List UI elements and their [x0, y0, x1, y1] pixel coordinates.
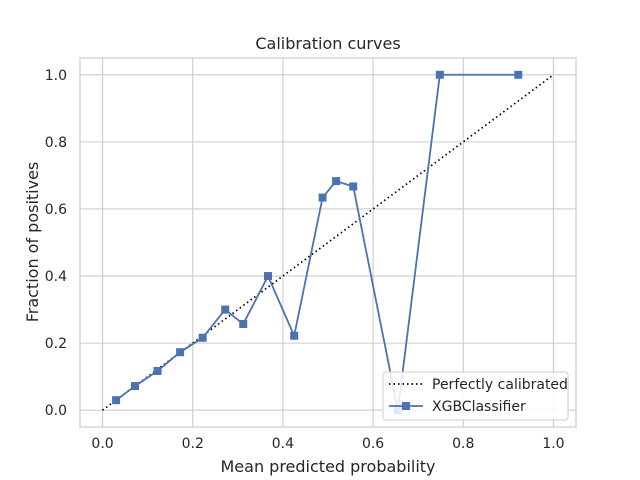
data-point-marker [318, 193, 327, 202]
legend: Perfectly calibrated XGBClassifier [382, 371, 569, 421]
y-tick-label: 1.0 [45, 68, 67, 84]
data-point-marker [514, 70, 523, 79]
legend-label-xgbclassifier: XGBClassifier [432, 399, 526, 415]
data-point-marker [176, 348, 185, 357]
data-point-marker [221, 305, 230, 314]
x-tick-label: 0.8 [452, 436, 474, 452]
data-point-marker [290, 331, 299, 340]
y-tick-label: 0.6 [45, 202, 67, 218]
y-tick-label: 0.2 [45, 336, 67, 352]
series-line-perfectly-calibrated [102, 74, 554, 411]
legend-swatch-marker [402, 402, 410, 410]
x-tick-label: 1.0 [542, 436, 564, 452]
x-axis-label: Mean predicted probability [220, 457, 435, 476]
y-tick-label: 0.8 [45, 135, 67, 151]
data-point-marker [349, 182, 358, 191]
data-point-marker [239, 320, 248, 329]
plot-frame [79, 57, 577, 428]
data-point-marker [153, 366, 162, 375]
y-tick-labels: 0.0 0.2 0.4 0.6 0.8 1.0 [45, 68, 67, 419]
x-tick-label: 0.6 [362, 436, 384, 452]
data-point-marker [198, 333, 207, 342]
x-tick-labels: 0.0 0.2 0.4 0.6 0.8 1.0 [91, 436, 564, 452]
data-point-marker [332, 177, 341, 186]
x-tick-label: 0.4 [272, 436, 294, 452]
y-tick-label: 0.4 [45, 269, 67, 285]
data-point-marker [112, 396, 121, 405]
y-axis-label: Fraction of positives [23, 162, 42, 323]
y-tick-label: 0.0 [45, 403, 67, 419]
chart-title: Calibration curves [255, 34, 400, 53]
grid-lines [80, 58, 576, 427]
legend-box [382, 371, 569, 421]
data-point-marker [264, 272, 273, 281]
legend-label-perfectly-calibrated: Perfectly calibrated [432, 377, 568, 393]
data-point-marker [435, 70, 444, 79]
x-tick-label: 0.2 [182, 436, 204, 452]
series-layer [102, 70, 554, 415]
x-tick-label: 0.0 [91, 436, 113, 452]
data-point-marker [131, 382, 140, 391]
